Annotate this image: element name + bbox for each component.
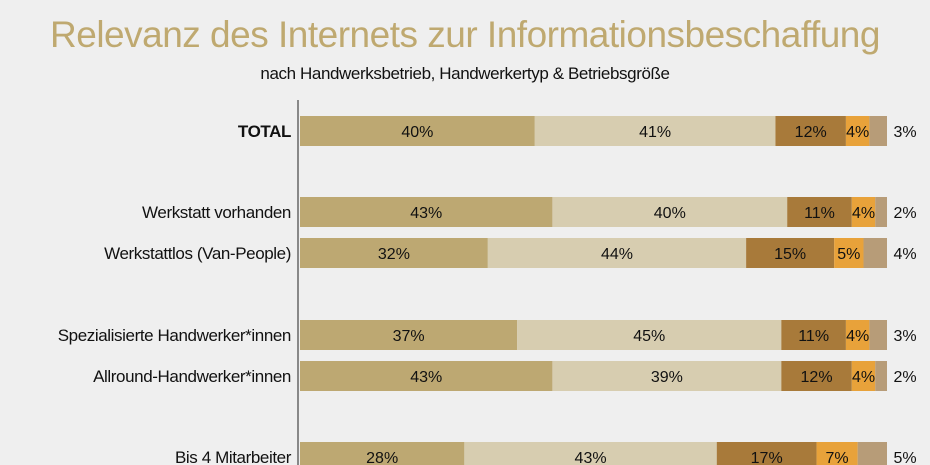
bar-segment [875, 197, 887, 227]
bar-segment [816, 442, 858, 465]
bar-segment [875, 361, 887, 391]
bar-segment [857, 442, 887, 465]
bar-segment [552, 197, 788, 227]
data-label: 4% [846, 124, 869, 141]
bar-segment [300, 361, 553, 391]
bar-segment [787, 197, 852, 227]
bar-segment [781, 320, 846, 350]
category-label: TOTAL [238, 122, 291, 141]
data-label: 11% [804, 205, 835, 222]
data-label: 43% [410, 205, 442, 222]
data-label: 12% [795, 124, 827, 141]
data-label: 12% [801, 369, 833, 386]
data-label: 11% [798, 328, 829, 345]
bar-segment [845, 116, 870, 146]
data-label: 17% [751, 450, 783, 465]
data-label: 5% [837, 246, 860, 263]
category-label: Werkstatt vorhanden [142, 203, 291, 222]
data-label: 43% [575, 450, 607, 465]
data-label: 4% [852, 369, 875, 386]
bar-segment [300, 238, 488, 268]
data-label: 4% [893, 246, 916, 263]
data-label: 32% [378, 246, 410, 263]
bar-segment [300, 442, 465, 465]
data-label: 44% [601, 246, 633, 263]
bar-segment [845, 320, 870, 350]
category-label: Allround-Handwerker*innen [93, 367, 291, 386]
bar-segment [552, 361, 782, 391]
bar-segment [781, 361, 852, 391]
bar-segment [300, 116, 535, 146]
data-label: 39% [651, 369, 683, 386]
data-label: 2% [893, 369, 916, 386]
bar-segment [863, 238, 887, 268]
bar-segment [534, 116, 776, 146]
data-label: 4% [846, 328, 869, 345]
bar-segment [851, 197, 876, 227]
category-label: Werkstattlos (Van-People) [104, 244, 291, 263]
data-label: 4% [852, 205, 875, 222]
category-label: Spezialisierte Handwerker*innen [58, 326, 291, 345]
bar-segment [716, 442, 817, 465]
data-label: 15% [774, 246, 806, 263]
chart-subtitle: nach Handwerksbetrieb, Handwerkertyp & B… [260, 64, 670, 83]
data-label: 37% [393, 328, 425, 345]
data-label: 3% [893, 328, 916, 345]
bar-segment [869, 320, 887, 350]
bar-segment [517, 320, 782, 350]
chart-title: Relevanz des Internets zur Informationsb… [50, 14, 880, 55]
bar-segment [869, 116, 887, 146]
data-label: 45% [633, 328, 665, 345]
category-label: Bis 4 Mitarbeiter [175, 448, 292, 465]
data-label: 43% [410, 369, 442, 386]
data-label: 5% [893, 450, 916, 465]
bar-segment [464, 442, 717, 465]
data-label: 40% [654, 205, 686, 222]
data-label: 2% [893, 205, 916, 222]
bar-segment [300, 320, 518, 350]
bar-segment [834, 238, 864, 268]
bar-segment [487, 238, 747, 268]
data-label: 28% [366, 450, 398, 465]
data-label: 40% [401, 124, 433, 141]
data-label: 3% [893, 124, 916, 141]
data-label: 7% [826, 450, 849, 465]
bar-segment [775, 116, 846, 146]
bar-segment [746, 238, 835, 268]
bar-segment [851, 361, 876, 391]
bar-segment [300, 197, 553, 227]
data-label: 41% [639, 124, 671, 141]
